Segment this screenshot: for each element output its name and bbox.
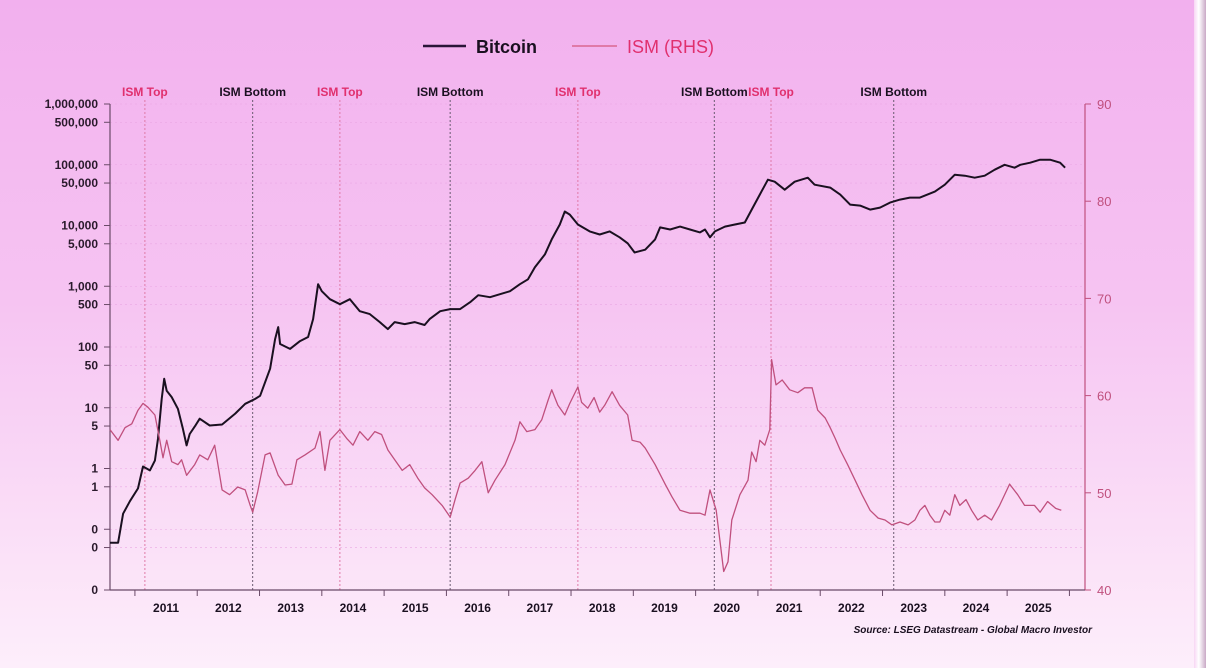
x-tick-label: 2019 xyxy=(651,601,678,615)
ism-top-label: ISM Top xyxy=(748,85,794,99)
right-tick-label: 70 xyxy=(1097,291,1111,306)
legend: Bitcoin ISM (RHS) xyxy=(423,37,714,57)
left-tick-label: 1,000,000 xyxy=(45,97,99,111)
right-tick-label: 90 xyxy=(1097,97,1111,112)
event-markers: ISM Top ISM Bottom ISM Top ISM Bottom ISM To… xyxy=(122,85,927,590)
x-tick-label: 2016 xyxy=(464,601,491,615)
x-tick-label: 2022 xyxy=(838,601,865,615)
x-tick-label: 2020 xyxy=(713,601,740,615)
ism-bottom-label: ISM Bottom xyxy=(860,85,927,99)
right-tick-label: 60 xyxy=(1097,389,1111,404)
ism-top-label: ISM Top xyxy=(122,85,168,99)
x-tick-label: 2023 xyxy=(900,601,927,615)
left-tick-label: 10,000 xyxy=(61,219,98,233)
left-tick-label: 0 xyxy=(91,541,98,555)
ism-top-label: ISM Top xyxy=(555,85,601,99)
left-tick-label: 100,000 xyxy=(55,158,99,172)
right-tick-label: 40 xyxy=(1097,583,1111,598)
left-tick-label: 0 xyxy=(91,522,98,536)
legend-label-ism: ISM (RHS) xyxy=(627,37,714,57)
left-tick-label: 5,000 xyxy=(68,237,98,251)
x-tick-label: 2017 xyxy=(527,601,554,615)
series-lines xyxy=(109,158,1066,573)
x-tick-label: 2018 xyxy=(589,601,616,615)
left-tick-label: 50 xyxy=(85,358,99,372)
ism-top-label: ISM Top xyxy=(317,85,363,99)
ism-bottom-label: ISM Bottom xyxy=(417,85,484,99)
right-tick-label: 50 xyxy=(1097,486,1111,501)
ism-line xyxy=(109,358,1062,573)
x-tick-label: 2012 xyxy=(215,601,242,615)
legend-label-bitcoin: Bitcoin xyxy=(476,37,537,57)
left-tick-label: 1 xyxy=(91,480,98,494)
x-tick-label: 2021 xyxy=(776,601,803,615)
left-tick-label: 10 xyxy=(85,401,99,415)
left-tick-label: 0 xyxy=(91,583,98,597)
window-edge xyxy=(1194,0,1206,668)
x-tick-label: 2025 xyxy=(1025,601,1052,615)
ism-bottom-label: ISM Bottom xyxy=(219,85,286,99)
bitcoin-line xyxy=(110,158,1066,544)
axes: 1,000,000 500,000 100,000 50,000 10,000 5,000… xyxy=(45,97,1112,615)
left-tick-label: 50,000 xyxy=(61,176,98,190)
left-tick-label: 500 xyxy=(78,298,98,312)
x-tick-label: 2014 xyxy=(340,601,367,615)
x-tick-label: 2013 xyxy=(277,601,304,615)
x-tick-label: 2015 xyxy=(402,601,429,615)
left-tick-label: 1 xyxy=(91,462,98,476)
ism-bottom-label: ISM Bottom xyxy=(681,85,748,99)
left-tick-label: 500,000 xyxy=(55,115,99,129)
left-tick-label: 100 xyxy=(78,340,98,354)
x-tick-label: 2011 xyxy=(153,601,179,615)
x-tick-label: 2024 xyxy=(963,601,990,615)
right-tick-label: 80 xyxy=(1097,194,1111,209)
source-note: Source: LSEG Datastream - Global Macro I… xyxy=(854,625,1094,636)
gridlines xyxy=(110,103,1085,591)
left-tick-label: 1,000 xyxy=(68,279,98,293)
left-tick-label: 5 xyxy=(91,419,98,433)
